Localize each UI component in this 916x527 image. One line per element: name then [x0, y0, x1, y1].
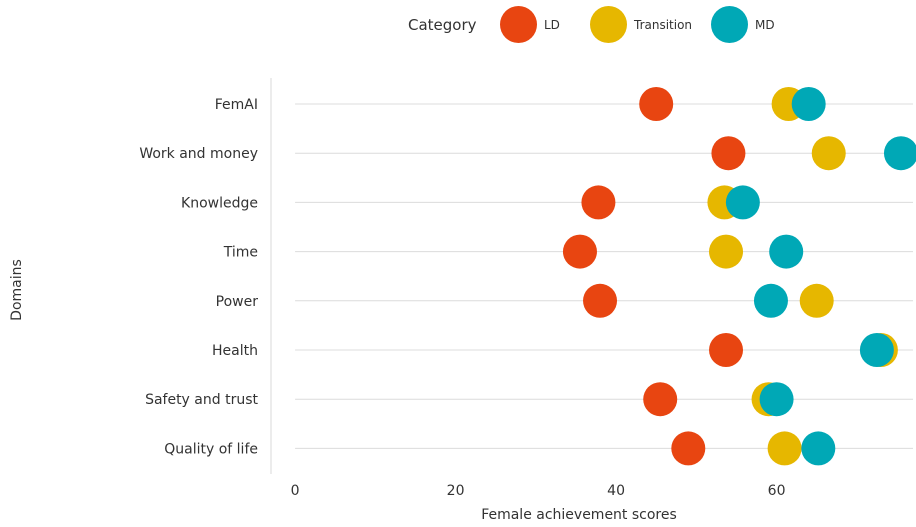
- x-tick-labels: 0 20 40 60: [291, 483, 786, 499]
- y-tick-label-health: Health: [212, 343, 258, 359]
- x-axis-label: Female achievement scores: [481, 507, 677, 523]
- y-tick-label-quality-of-life: Quality of life: [164, 441, 258, 457]
- x-tick-label-20: 20: [447, 483, 465, 499]
- point-transition-work-and-money: [811, 136, 846, 171]
- point-transition-quality-of-life: [767, 431, 802, 466]
- data-points: [562, 87, 916, 466]
- legend-label-transition: Transition: [634, 18, 693, 32]
- legend: Category LD Transition MD: [0, 5, 916, 45]
- point-ld-knowledge: [581, 185, 616, 220]
- point-md-work-and-money: [883, 136, 916, 171]
- legend-swatch-transition: [590, 6, 627, 43]
- point-ld-work-and-money: [711, 136, 746, 171]
- point-md-time: [769, 234, 804, 269]
- y-tick-label-power: Power: [216, 294, 259, 310]
- y-axis-label: Domains: [9, 259, 25, 321]
- point-ld-health: [709, 333, 744, 367]
- y-tick-label-knowledge: Knowledge: [181, 195, 258, 211]
- point-ld-femai: [639, 87, 674, 121]
- point-transition-time: [709, 234, 744, 269]
- x-tick-label-40: 40: [607, 483, 625, 499]
- point-md-health: [859, 333, 894, 367]
- y-tick-label-time: Time: [223, 245, 258, 261]
- point-ld-power: [583, 283, 618, 318]
- y-tick-label-safety-and-trust: Safety and trust: [145, 392, 258, 408]
- point-md-safety-and-trust: [759, 382, 794, 417]
- y-tick-label-femai: FemAI: [215, 97, 258, 113]
- point-ld-time: [562, 234, 597, 269]
- legend-swatch-md: [711, 6, 748, 43]
- legend-swatch-ld: [500, 6, 537, 43]
- point-md-femai: [791, 87, 826, 121]
- x-tick-label-60: 60: [768, 483, 786, 499]
- y-tick-labels: FemAI Work and money Knowledge Time Power Hea…: [139, 97, 258, 457]
- point-transition-power: [799, 283, 834, 318]
- point-md-quality-of-life: [801, 431, 836, 466]
- point-ld-safety-and-trust: [643, 382, 678, 417]
- legend-label-ld: LD: [544, 18, 560, 32]
- point-ld-quality-of-life: [671, 431, 706, 466]
- legend-title: Category: [408, 16, 477, 34]
- y-tick-label-work-and-money: Work and money: [139, 146, 258, 162]
- legend-label-md: MD: [755, 18, 775, 32]
- point-md-knowledge: [725, 185, 760, 220]
- point-md-power: [753, 283, 788, 318]
- x-tick-label-0: 0: [291, 483, 300, 499]
